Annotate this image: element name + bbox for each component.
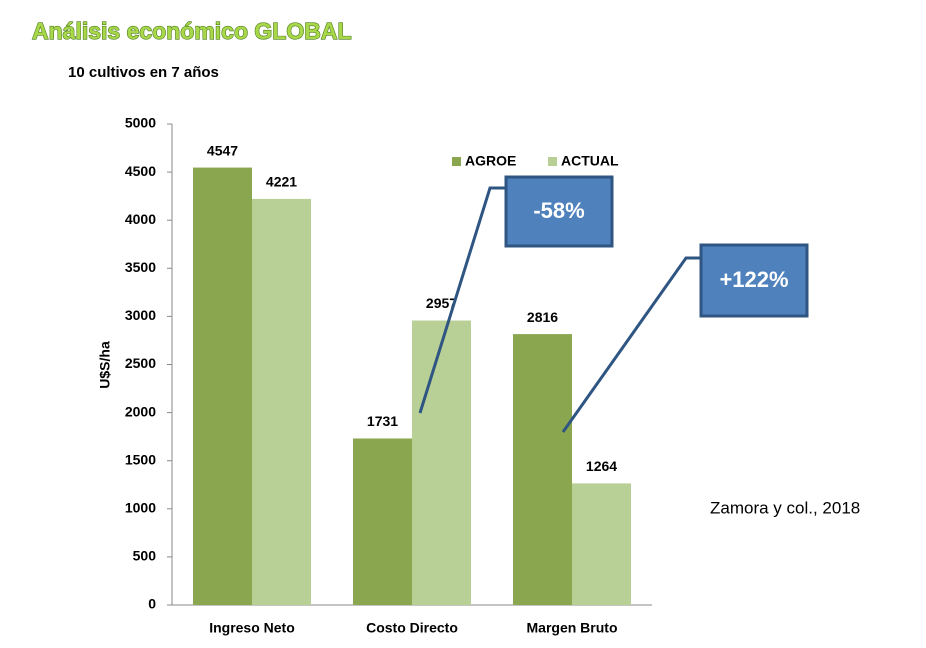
y-tick-label: 1000 [125, 500, 156, 516]
y-tick-label: 4000 [125, 211, 156, 227]
plot: 0 500 1000 1500 2000 2500 3000 3500 4000 4500 5000… [125, 115, 631, 636]
callout-text: -58% [533, 198, 584, 223]
value-label: 2957 [426, 295, 457, 311]
y-tick-label: 2500 [125, 355, 156, 371]
legend-swatch [548, 157, 557, 166]
legend-label: AGROE [465, 153, 516, 169]
subtitle: 10 cultivos en 7 años [68, 64, 219, 81]
y-tick-label: 5000 [125, 115, 156, 131]
value-label: 1731 [367, 413, 398, 429]
callout-box [699, 243, 809, 318]
value-label: 2816 [527, 309, 558, 325]
y-tick-label: 3000 [125, 307, 156, 323]
legend-swatch [452, 157, 461, 166]
bar [353, 438, 412, 605]
y-tick-label: 4500 [125, 163, 156, 179]
source: Zamora y col., 2018 [710, 498, 860, 517]
value-label: 4547 [207, 142, 238, 158]
legend-label: ACTUAL [561, 153, 619, 169]
value-label: 1264 [586, 458, 617, 474]
bar [572, 483, 631, 605]
callout-line [561, 256, 700, 433]
y-axis-label: U$S/ha [97, 341, 113, 389]
bar [412, 320, 471, 605]
y-tick-label: 1500 [125, 451, 156, 467]
title: Análisis económico GLOBAL [32, 18, 352, 44]
bar [193, 167, 252, 605]
y-tick-label: 0 [148, 596, 156, 612]
x-tick-label: Margen Bruto [527, 620, 618, 636]
callout-line [418, 186, 505, 414]
x-tick-label: Costo Directo [366, 620, 458, 636]
y-tick-label: 500 [133, 548, 157, 564]
y-tick-label: 3500 [125, 259, 156, 275]
x-tick-label: Ingreso Neto [209, 620, 295, 636]
callout-text: +122% [719, 267, 788, 292]
callout-box [504, 175, 614, 248]
value-label: 4221 [266, 174, 297, 190]
bar [513, 334, 572, 605]
y-tick-label: 2000 [125, 403, 156, 419]
bar [252, 198, 311, 605]
